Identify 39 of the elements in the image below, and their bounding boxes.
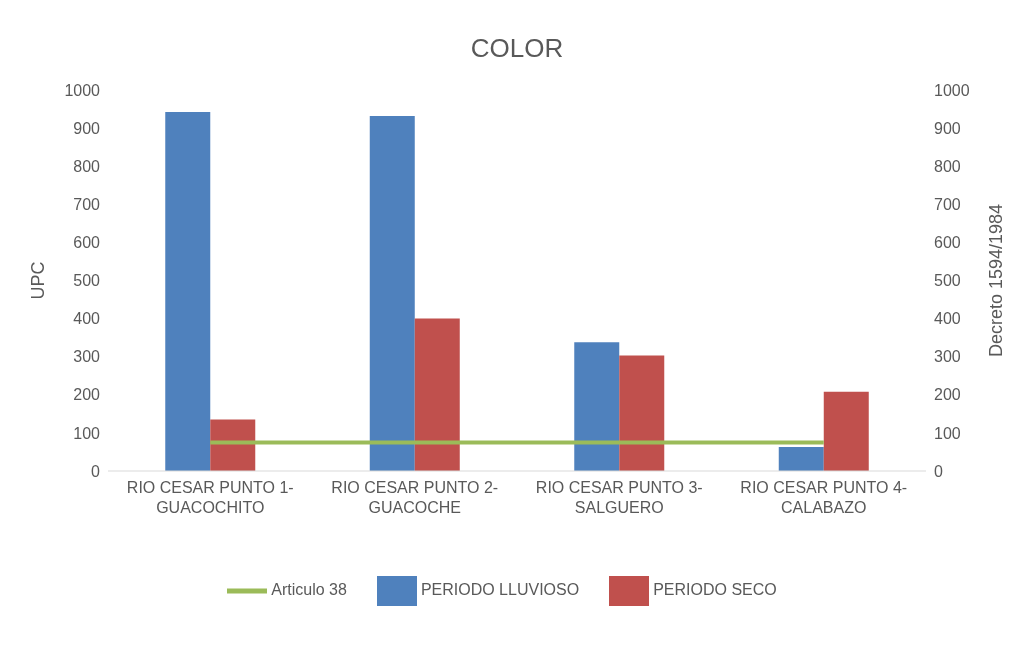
- bar: [619, 355, 665, 471]
- y-tick-label: 100: [73, 424, 101, 442]
- bar: [369, 115, 415, 471]
- y2-tick-label: 100: [934, 424, 961, 442]
- legend-label: PERIODO SECO: [653, 581, 777, 599]
- y2-tick-label: 800: [934, 157, 961, 175]
- x-tick-label: RIO CESAR PUNTO 4- CALABAZO: [740, 479, 908, 516]
- legend-label: PERIODO LLUVIOSO: [420, 581, 580, 599]
- y2-tick-label: 0: [934, 462, 943, 480]
- y2-tick-label: 400: [934, 310, 961, 328]
- bar: [414, 318, 460, 471]
- x-tick-label: RIO CESAR PUNTO 3- SALGUERO: [535, 479, 703, 516]
- y-tick-label: 600: [73, 234, 101, 252]
- y-tick-label: 800: [73, 157, 101, 175]
- y2-tick-label: 500: [934, 272, 961, 290]
- y2-tick-label: 1000: [934, 81, 970, 99]
- y2-axis-title: Decreto 1594/1984: [986, 203, 1007, 358]
- bar: [823, 391, 869, 471]
- y-tick-label: 400: [73, 310, 101, 328]
- y-tick-label: 200: [73, 386, 101, 404]
- y-tick-label: 0: [91, 462, 101, 480]
- y-axis-title: UPC: [28, 261, 49, 300]
- bar: [778, 447, 824, 471]
- y2-tick-label: 300: [934, 348, 961, 366]
- chart-title: COLOR: [469, 32, 565, 65]
- y-tick-label: 900: [73, 119, 101, 137]
- bar: [165, 112, 211, 471]
- y2-tick-label: 600: [934, 234, 961, 252]
- y-tick-label: 700: [73, 195, 101, 213]
- y-tick-label: 1000: [64, 81, 101, 99]
- legend-label: Articulo 38: [271, 581, 347, 599]
- y-tick-label: 500: [73, 272, 101, 290]
- bar: [574, 342, 620, 471]
- y-tick-label: 300: [73, 348, 101, 366]
- x-tick-label: RIO CESAR PUNTO 2- GUACOCHE: [331, 479, 499, 516]
- x-tick-label: RIO CESAR PUNTO 1- GUACOCHITO: [126, 479, 294, 516]
- y2-tick-label: 900: [934, 119, 961, 137]
- y2-tick-label: 700: [934, 195, 961, 213]
- y2-tick-label: 200: [934, 386, 961, 404]
